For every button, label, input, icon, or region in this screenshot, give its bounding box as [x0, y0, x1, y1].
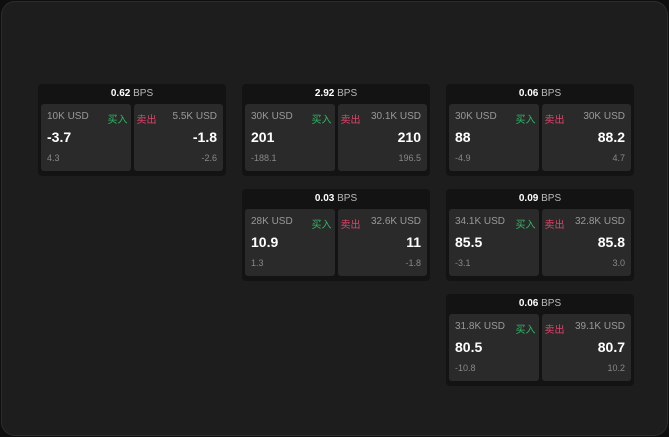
bid-change: -3.1 [455, 258, 471, 268]
sell-panel[interactable]: 卖出 5.5K USD -1.8 -2.6 [133, 104, 223, 171]
buy-label: 买入 [515, 220, 536, 231]
buy-panel[interactable]: 10K USD 买入 -3.7 4.3 [41, 104, 131, 171]
buy-label: 买入 [311, 220, 332, 231]
ask-change: -1.8 [405, 258, 421, 268]
bid-size: 31.8K USD [455, 321, 506, 332]
ask-price: 88.2 [597, 129, 625, 145]
spread-unit: BPS [541, 193, 562, 204]
bid-price: 10.9 [251, 234, 279, 250]
buy-panel[interactable]: 30K USD 买入 88 -4.9 [449, 104, 539, 171]
spread-unit: BPS [541, 88, 562, 99]
quote-card: 0.09 BPS 34.1K USD 买入 85.5 -3.1 卖出 32.8K… [446, 189, 634, 281]
sell-panel[interactable]: 卖出 39.1K USD 80.7 10.2 [541, 314, 631, 381]
sell-label: 卖出 [544, 325, 565, 336]
spread-header: 0.06 BPS [446, 84, 634, 104]
buy-panel[interactable]: 31.8K USD 买入 80.5 -10.8 [449, 314, 539, 381]
ask-price: 210 [397, 129, 421, 145]
spread-header: 0.03 BPS [242, 189, 430, 209]
ask-size: 39.1K USD [574, 321, 625, 332]
spread-unit: BPS [337, 88, 358, 99]
ask-price: 11 [406, 234, 421, 250]
buy-panel[interactable]: 30K USD 买入 201 -188.1 [245, 104, 335, 171]
spread-header: 0.09 BPS [446, 189, 634, 209]
quote-card: 0.62 BPS 10K USD 买入 -3.7 4.3 卖出 5.5K USD… [38, 84, 226, 176]
buy-label: 买入 [515, 115, 536, 126]
bid-change: -10.8 [455, 363, 476, 373]
bid-price: 80.5 [455, 339, 483, 355]
spread-value: 0.06 [518, 88, 539, 99]
bid-change: 1.3 [251, 258, 264, 268]
buy-panel[interactable]: 34.1K USD 买入 85.5 -3.1 [449, 209, 539, 276]
bid-price: 201 [251, 129, 275, 145]
sell-panel[interactable]: 卖出 30K USD 88.2 4.7 [541, 104, 631, 171]
quote-card: 0.03 BPS 28K USD 买入 10.9 1.3 卖出 32.6K US… [242, 189, 430, 281]
ask-size: 30.1K USD [370, 111, 421, 122]
ask-price: 80.7 [597, 339, 625, 355]
quote-card: 0.06 BPS 31.8K USD 买入 80.5 -10.8 卖出 39.1… [446, 294, 634, 386]
bid-size: 10K USD [47, 111, 89, 122]
spread-value: 0.06 [518, 298, 539, 309]
ask-change: 10.2 [607, 363, 625, 373]
quote-card: 2.92 BPS 30K USD 买入 201 -188.1 卖出 30.1K … [242, 84, 430, 176]
spread-unit: BPS [337, 193, 358, 204]
ask-change: 196.5 [398, 153, 421, 163]
spread-header: 2.92 BPS [242, 84, 430, 104]
spread-value: 0.09 [518, 193, 539, 204]
ask-change: -2.6 [201, 153, 217, 163]
buy-label: 买入 [107, 115, 128, 126]
ask-change: 4.7 [612, 153, 625, 163]
sell-panel[interactable]: 卖出 30.1K USD 210 196.5 [337, 104, 427, 171]
sell-panel[interactable]: 卖出 32.6K USD 11 -1.8 [337, 209, 427, 276]
bid-size: 30K USD [455, 111, 497, 122]
bid-size: 30K USD [251, 111, 293, 122]
ask-size: 32.6K USD [370, 216, 421, 227]
sell-label: 卖出 [340, 220, 361, 231]
sell-label: 卖出 [340, 115, 361, 126]
quote-card: 0.06 BPS 30K USD 买入 88 -4.9 卖出 30K USD 8… [446, 84, 634, 176]
sell-label: 卖出 [136, 115, 157, 126]
ask-price: -1.8 [192, 129, 217, 145]
buy-label: 买入 [311, 115, 332, 126]
ask-size: 30K USD [583, 111, 625, 122]
spread-header: 0.06 BPS [446, 294, 634, 314]
bid-change: -188.1 [251, 153, 277, 163]
ask-price: 85.8 [597, 234, 625, 250]
bid-price: -3.7 [47, 129, 72, 145]
spread-value: 0.62 [110, 88, 131, 99]
bid-price: 88 [455, 129, 471, 145]
spread-value: 2.92 [314, 88, 335, 99]
bid-change: 4.3 [47, 153, 60, 163]
bid-size: 28K USD [251, 216, 293, 227]
ask-size: 32.8K USD [574, 216, 625, 227]
sell-label: 卖出 [544, 220, 565, 231]
buy-label: 买入 [515, 325, 536, 336]
ask-change: 3.0 [612, 258, 625, 268]
bid-price: 85.5 [455, 234, 483, 250]
spread-unit: BPS [133, 88, 154, 99]
bid-change: -4.9 [455, 153, 471, 163]
ask-size: 5.5K USD [172, 111, 217, 122]
spread-value: 0.03 [314, 193, 335, 204]
sell-panel[interactable]: 卖出 32.8K USD 85.8 3.0 [541, 209, 631, 276]
buy-panel[interactable]: 28K USD 买入 10.9 1.3 [245, 209, 335, 276]
sell-label: 卖出 [544, 115, 565, 126]
spread-unit: BPS [541, 298, 562, 309]
spread-header: 0.62 BPS [38, 84, 226, 104]
bid-size: 34.1K USD [455, 216, 506, 227]
